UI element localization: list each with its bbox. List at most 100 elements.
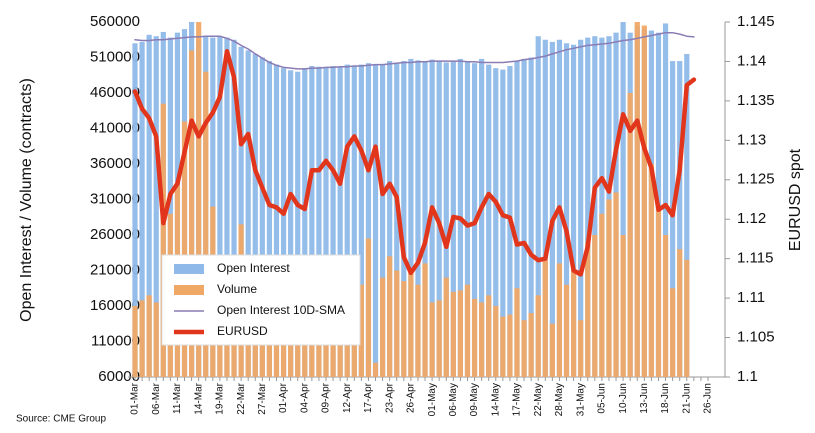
x-tick-label: 06-May xyxy=(448,383,459,416)
bar xyxy=(443,277,449,377)
bar xyxy=(443,62,449,377)
bar xyxy=(408,58,414,378)
x-tick-label: 11-Mar xyxy=(172,382,183,414)
bar xyxy=(677,61,683,378)
bar xyxy=(655,206,662,377)
bar xyxy=(563,284,570,377)
bar xyxy=(585,242,591,377)
bar xyxy=(422,263,428,377)
y2-tick-label: 1.1 xyxy=(737,368,758,385)
bar xyxy=(670,61,676,378)
bar xyxy=(542,39,548,377)
bar xyxy=(450,291,456,377)
x-tick-label: 17-May xyxy=(512,383,523,416)
bar xyxy=(422,61,428,378)
y2-tick-label: 1.135 xyxy=(737,92,775,109)
bar xyxy=(415,60,421,378)
bar xyxy=(139,41,145,377)
bar xyxy=(401,281,407,377)
bar xyxy=(273,64,280,377)
bar xyxy=(394,270,400,377)
bar xyxy=(556,263,563,377)
legend-label: Volume xyxy=(217,282,257,296)
bar xyxy=(613,192,619,377)
x-tick-label: 18-Jun xyxy=(660,383,671,414)
bar xyxy=(365,238,372,377)
bar xyxy=(457,290,464,377)
x-tick-label: 13-Jun xyxy=(639,383,650,414)
bar xyxy=(372,64,379,377)
bar xyxy=(549,323,555,377)
bar xyxy=(351,66,357,378)
x-tick-label: 26-Jun xyxy=(703,383,714,414)
y-tick-label: 310000 xyxy=(90,190,140,207)
y2-axis-title: EURUSD spot xyxy=(787,148,804,251)
bar xyxy=(542,259,548,377)
bar xyxy=(153,302,159,377)
bar xyxy=(641,25,647,378)
bar xyxy=(372,362,379,377)
legend: Open Interest Volume Open Interest 10D-SMA… xyxy=(161,254,361,346)
bar xyxy=(599,37,605,378)
y-tick-label: 560000 xyxy=(90,13,140,30)
bar xyxy=(231,39,237,377)
bar xyxy=(479,58,485,378)
bar xyxy=(684,259,690,377)
bar xyxy=(132,43,138,378)
bar xyxy=(401,61,407,378)
y-tick-label: 510000 xyxy=(90,48,140,65)
bar xyxy=(203,71,209,377)
bar xyxy=(436,300,442,377)
bar xyxy=(379,64,386,377)
bar xyxy=(620,22,626,377)
bar xyxy=(662,235,669,377)
bar xyxy=(549,41,555,377)
bar xyxy=(606,199,612,377)
x-tick-label: 22-May xyxy=(533,383,544,416)
bar xyxy=(252,53,258,377)
bar xyxy=(160,103,166,378)
legend-swatch xyxy=(174,285,204,295)
x-tick-label: 19-Mar xyxy=(215,382,226,414)
bar xyxy=(408,270,414,377)
bar xyxy=(684,53,690,377)
bar xyxy=(493,68,499,378)
bar xyxy=(493,306,499,377)
bar xyxy=(217,36,223,377)
legend-label: Open Interest 10D-SMA xyxy=(217,303,345,317)
x-tick-label: 10-Jun xyxy=(618,383,629,414)
bar xyxy=(188,50,195,378)
bar xyxy=(464,284,471,377)
x-tick-label: 09-May xyxy=(469,383,480,416)
y-tick-label: 360000 xyxy=(90,155,140,172)
x-tick-label: 09-Apr xyxy=(321,382,332,413)
x-tick-label: 12-Apr xyxy=(342,382,353,413)
y-axis-title: Open Interest / Volume (contracts) xyxy=(18,78,35,322)
x-tick-label: 04-Apr xyxy=(299,382,310,413)
source-note: Source: CME Group xyxy=(16,414,106,425)
bar xyxy=(648,164,655,377)
bar xyxy=(627,93,633,377)
bar xyxy=(139,300,145,377)
y2-tick-label: 1.12 xyxy=(737,210,766,227)
y2-tick-label: 1.14 xyxy=(737,52,766,69)
x-tick-label: 28-May xyxy=(554,383,565,416)
bar xyxy=(570,270,577,377)
bar xyxy=(302,68,308,378)
bar xyxy=(500,316,506,377)
bar xyxy=(415,284,421,377)
bar xyxy=(634,22,640,377)
x-tick-label: 21-Jun xyxy=(681,383,692,414)
legend-label: EURUSD xyxy=(217,324,268,338)
y2-tick-label: 1.11 xyxy=(737,289,765,306)
bar xyxy=(280,68,287,378)
bar xyxy=(429,302,435,377)
y-tick-label: 410000 xyxy=(90,119,140,136)
bar xyxy=(471,298,478,377)
bar xyxy=(514,288,520,377)
x-tick-label: 22-Mar xyxy=(236,382,247,414)
bar xyxy=(535,295,541,377)
x-tick-label: 23-Apr xyxy=(384,382,395,413)
bar xyxy=(578,39,584,377)
